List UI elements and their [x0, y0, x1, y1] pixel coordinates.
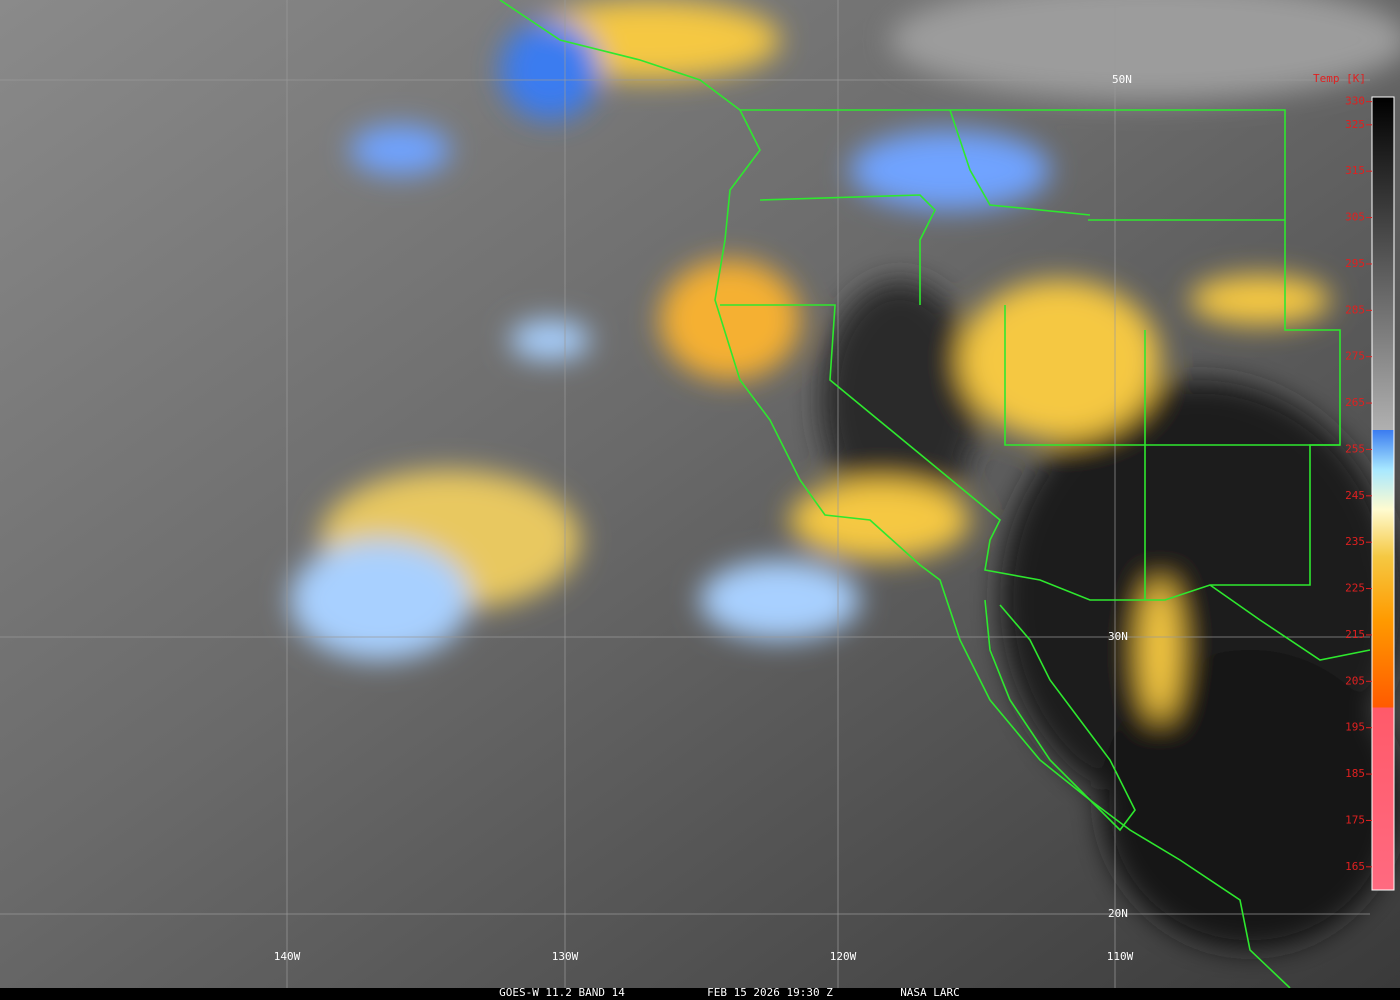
colorbar-tick-label: 215 — [1345, 628, 1365, 641]
lat-label: 20N — [1108, 907, 1128, 920]
colorbar: Temp [K] 330 325 315 305 295 285 275 265 255 245 2… — [1313, 72, 1395, 891]
lat-label: 30N — [1108, 630, 1128, 643]
colorbar-tick-label: 255 — [1345, 442, 1365, 455]
borders — [499, 0, 1371, 989]
footer-bar — [0, 988, 1400, 1000]
colorbar-tick-label: 175 — [1345, 813, 1365, 826]
lon-label: 130W — [552, 950, 579, 963]
lon-label: 120W — [830, 950, 857, 963]
colorbar-scale — [1371, 96, 1395, 891]
cloud-field — [290, 0, 1400, 950]
colorbar-tick-label: 295 — [1345, 257, 1365, 270]
colorbar-tick-label: 205 — [1345, 674, 1365, 687]
colorbar-tick-label: 330 — [1345, 95, 1365, 108]
grid-labels: 50N 30N 20N 140W 130W 120W 110W — [274, 73, 1134, 963]
lon-label: 140W — [274, 950, 301, 963]
lat-label: 50N — [1112, 73, 1132, 86]
footer-satellite: GOES-W 11.2 BAND 14 — [499, 986, 625, 999]
colorbar-tick-label: 315 — [1345, 164, 1365, 177]
colorbar-tick-label: 285 — [1345, 303, 1365, 316]
grid-lines — [0, 0, 1370, 988]
colorbar-tick-label: 325 — [1345, 118, 1365, 131]
colorbar-tick-label: 235 — [1345, 535, 1365, 548]
colorbar-tick-label: 195 — [1345, 721, 1365, 734]
footer: GOES-W 11.2 BAND 14 FEB 15 2026 19:30 Z … — [499, 986, 960, 999]
colorbar-tick-label: 165 — [1345, 860, 1365, 873]
colorbar-title: Temp [K] — [1313, 72, 1366, 85]
colorbar-tick-label: 185 — [1345, 767, 1365, 780]
footer-time: FEB 15 2026 19:30 Z — [707, 986, 833, 999]
colorbar-tick-label: 225 — [1345, 582, 1365, 595]
lon-label: 110W — [1107, 950, 1134, 963]
footer-source: NASA LARC — [900, 986, 960, 999]
colorbar-tick-label: 245 — [1345, 489, 1365, 502]
colorbar-tick-label: 265 — [1345, 396, 1365, 409]
colorbar-tick-label: 305 — [1345, 211, 1365, 224]
colorbar-tick-label: 275 — [1345, 350, 1365, 363]
